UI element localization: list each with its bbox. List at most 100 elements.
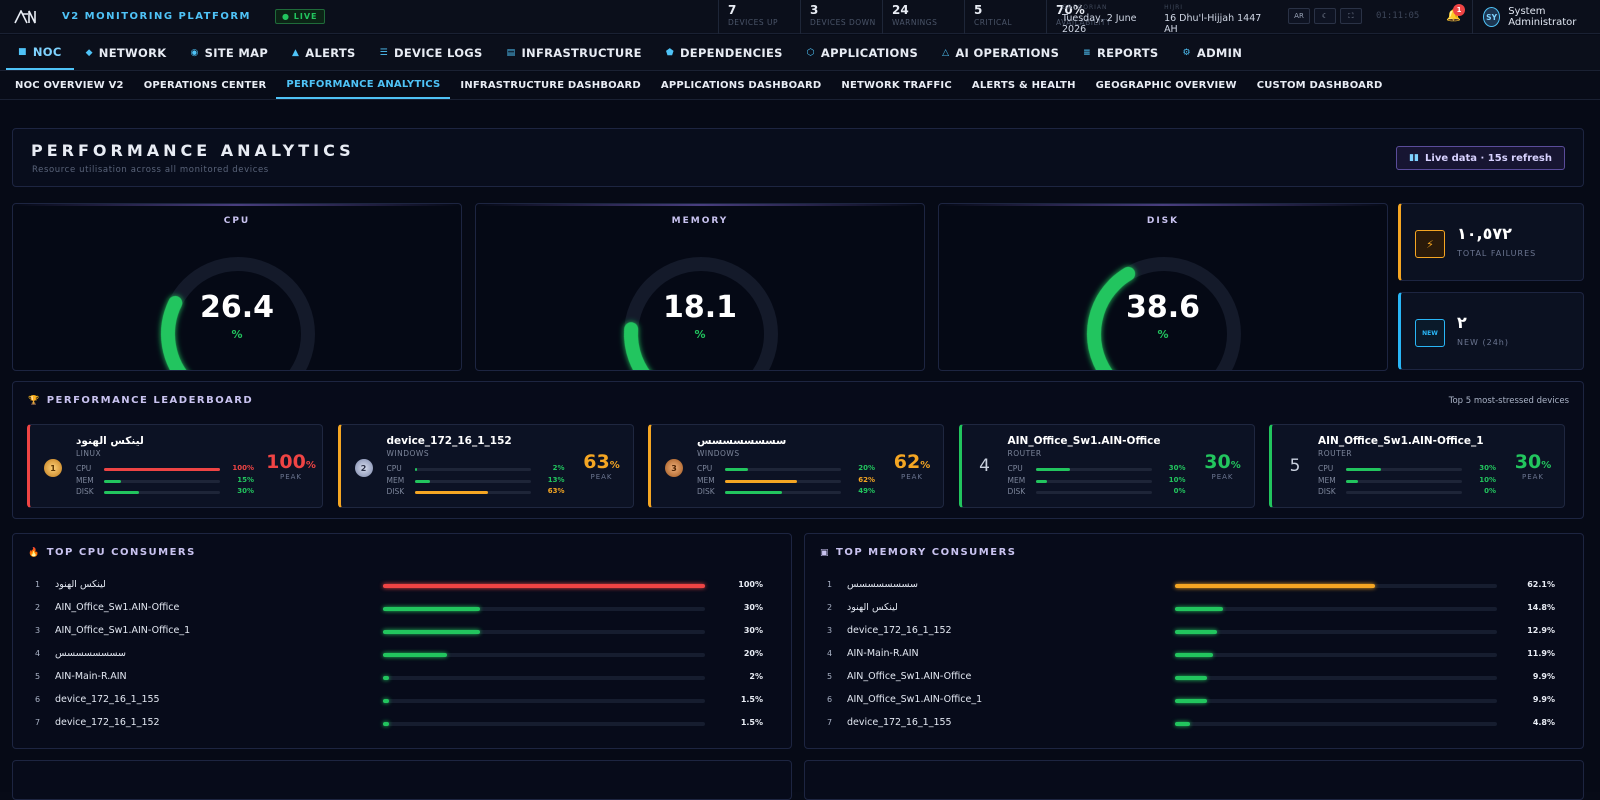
tab-applications-dashboard[interactable]: APPLICATIONS DASHBOARD: [660, 80, 822, 91]
table-row[interactable]: 5 AIN_Office_Sw1.AIN-Office 9.9%: [805, 670, 1583, 688]
nav-noc[interactable]: ■ NOC: [6, 35, 74, 70]
table-row[interactable]: 1 سسسسسسسس 62.1%: [805, 578, 1583, 596]
avatar[interactable]: SY: [1483, 7, 1501, 27]
tab-infrastructure-dashboard[interactable]: INFRASTRUCTURE DASHBOARD: [460, 80, 641, 91]
tab-custom-dashboard[interactable]: CUSTOM DASHBOARD: [1256, 80, 1383, 91]
cpu-consumers-title-text: TOP CPU CONSUMERS: [46, 547, 196, 558]
leaderboard-title: 🏆 PERFORMANCE LEADERBOARD: [28, 395, 253, 406]
tab-operations-center[interactable]: OPERATIONS CENTER: [143, 80, 267, 91]
metric-row-mem: MEM 10%: [1008, 476, 1186, 486]
tab-alerts-health[interactable]: ALERTS & HEALTH: [971, 80, 1076, 91]
stat-value: 7: [728, 3, 737, 17]
table-row[interactable]: 4 سسسسسسسس 20%: [13, 647, 791, 665]
nav-dependencies[interactable]: ⬟ DEPENDENCIES: [654, 35, 795, 70]
leaderboard-card[interactable]: 4 AIN_Office_Sw1.AIN-Office ROUTER CPU 30% ME…: [958, 424, 1255, 508]
row-index: 1: [827, 580, 833, 589]
nav-network[interactable]: ◆ NETWORK: [74, 35, 179, 70]
metric-fill: [725, 479, 797, 483]
nav-icon: ⬡: [806, 47, 815, 58]
row-name: device_172_16_1_152: [847, 625, 952, 636]
nav-ai-operations[interactable]: △ AI OPERATIONS: [930, 35, 1071, 70]
table-row[interactable]: 6 device_172_16_1_155 1.5%: [13, 693, 791, 711]
row-percent: 62.1%: [1527, 580, 1555, 589]
table-row[interactable]: 1 لينكس الهنود 100%: [13, 578, 791, 596]
metric-row-disk: DISK 0%: [1318, 487, 1496, 497]
nav-reports[interactable]: ≡ REPORTS: [1071, 35, 1170, 70]
tab-performance-analytics[interactable]: PERFORMANCE ANALYTICS: [276, 72, 451, 99]
live-refresh-button[interactable]: ▮▮ Live data · 15s refresh: [1396, 146, 1565, 170]
gauge-fill: [1087, 257, 1241, 370]
user-menu[interactable]: SY System Administrator: [1472, 0, 1600, 34]
table-row[interactable]: 3 AIN_Office_Sw1.AIN-Office_1 30%: [13, 624, 791, 642]
stat-devices-down[interactable]: 3 Devices down: [800, 0, 882, 34]
leaderboard-card[interactable]: 5 AIN_Office_Sw1.AIN-Office_1 ROUTER CPU 30%…: [1269, 424, 1565, 508]
app-logo[interactable]: [14, 9, 40, 24]
metric-fill: [414, 491, 488, 494]
device-type: ROUTER: [1007, 449, 1042, 458]
new-failures-card[interactable]: NEW ٢ NEW (24h): [1398, 292, 1584, 370]
tab-noc-overview-v2[interactable]: NOC OVERVIEW V2: [15, 80, 124, 91]
total-failures-value: ١٠,٥٧٢: [1457, 224, 1512, 243]
nav-device-logs[interactable]: ☰ DEVICE LOGS: [368, 35, 495, 70]
table-row[interactable]: 6 AIN_Office_Sw1.AIN-Office_1 9.9%: [805, 693, 1583, 711]
gauge-disk[interactable]: DISK 38.6%: [938, 203, 1388, 371]
date-display: GREGORIAN Tuesday, 2 June 2026 HIJRI 16 …: [1062, 4, 1277, 35]
stat-critical[interactable]: 5 Critical: [964, 0, 1046, 34]
leaderboard-panel: 🏆 PERFORMANCE LEADERBOARD Top 5 most-stre…: [12, 381, 1584, 519]
total-failures-card[interactable]: ⚡ ١٠,٥٧٢ TOTAL FAILURES: [1398, 203, 1584, 281]
page-content: PERFORMANCE ANALYTICS Resource utilisati…: [0, 100, 1600, 800]
rank-number: 4: [979, 456, 990, 476]
peak-unit: %: [305, 460, 316, 471]
gauge-cpu[interactable]: CPU 26.4%: [12, 203, 462, 371]
peak-unit: %: [609, 460, 620, 471]
nav-site-map[interactable]: ◉ SITE MAP: [178, 35, 280, 70]
metric-value: 10%: [1479, 475, 1496, 484]
gauge-value: 26.4: [199, 290, 275, 325]
fullscreen-icon[interactable]: ⛶: [1340, 8, 1362, 24]
user-name[interactable]: System Administrator: [1508, 6, 1577, 28]
peak-value: 62%: [883, 451, 941, 473]
row-percent: 30%: [743, 603, 763, 612]
row-name: device_172_16_1_155: [55, 694, 160, 705]
row-index: 3: [35, 626, 41, 635]
notification-count-badge[interactable]: 1: [1453, 4, 1465, 16]
table-row[interactable]: 7 device_172_16_1_152 1.5%: [13, 716, 791, 734]
theme-moon-icon[interactable]: ☾: [1314, 8, 1336, 24]
row-percent: 14.8%: [1527, 603, 1555, 612]
leaderboard-card[interactable]: 3 سسسسسسسس WINDOWS CPU 20% MEM 62% DISK 49% 62% PE…: [648, 424, 944, 508]
metric-track: [1035, 468, 1152, 471]
gauge-memory[interactable]: MEMORY 18.1%: [475, 203, 925, 371]
stat-label: Devices down: [810, 18, 876, 27]
stat-devices-up[interactable]: 7 Devices up: [718, 0, 800, 34]
row-fill: [383, 699, 389, 703]
nav-alerts[interactable]: ▲ ALERTS: [280, 35, 368, 70]
row-index: 2: [35, 603, 41, 612]
metric-row-cpu: CPU 20%: [697, 464, 875, 474]
table-row[interactable]: 2 AIN_Office_Sw1.AIN-Office 30%: [13, 601, 791, 619]
nav-infrastructure[interactable]: ▤ INFRASTRUCTURE: [495, 35, 654, 70]
row-name: AIN_Office_Sw1.AIN-Office: [847, 671, 972, 682]
row-track: [383, 653, 705, 657]
row-fill: [1175, 630, 1217, 634]
leaderboard-card[interactable]: 2 device_172_16_1_152 WINDOWS CPU 2% MEM 13% DI…: [337, 424, 634, 508]
stat-label: Warnings: [892, 18, 938, 27]
peak-label: PEAK: [279, 473, 303, 481]
stat-availability[interactable]: 70% Availability: [1046, 0, 1128, 34]
table-row[interactable]: 5 AIN-Main-R.AIN 2%: [13, 670, 791, 688]
stat-warnings[interactable]: 24 Warnings: [882, 0, 964, 34]
nav-admin[interactable]: ⚙ ADMIN: [1171, 35, 1255, 70]
nav-applications[interactable]: ⬡ APPLICATIONS: [795, 35, 930, 70]
leaderboard-card[interactable]: 1 لينكس الهنود LINUX CPU 100% MEM 15% DISK 30% 10…: [27, 424, 323, 508]
table-row[interactable]: 3 device_172_16_1_152 12.9%: [805, 624, 1583, 642]
device-type: WINDOWS: [386, 449, 430, 458]
fire-icon: 🔥: [28, 548, 41, 558]
row-name: AIN-Main-R.AIN: [847, 648, 919, 659]
tab-geographic-overview[interactable]: GEOGRAPHIC OVERVIEW: [1095, 80, 1237, 91]
language-toggle-button[interactable]: AR: [1288, 8, 1310, 24]
metric-row-disk: DISK 63%: [387, 487, 565, 497]
table-row[interactable]: 7 device_172_16_1_155 4.8%: [805, 716, 1583, 734]
table-row[interactable]: 2 لينكس الهنود 14.8%: [805, 601, 1583, 619]
metric-track: [1035, 491, 1152, 494]
tab-network-traffic[interactable]: NETWORK TRAFFIC: [841, 80, 952, 91]
table-row[interactable]: 4 AIN-Main-R.AIN 11.9%: [805, 647, 1583, 665]
